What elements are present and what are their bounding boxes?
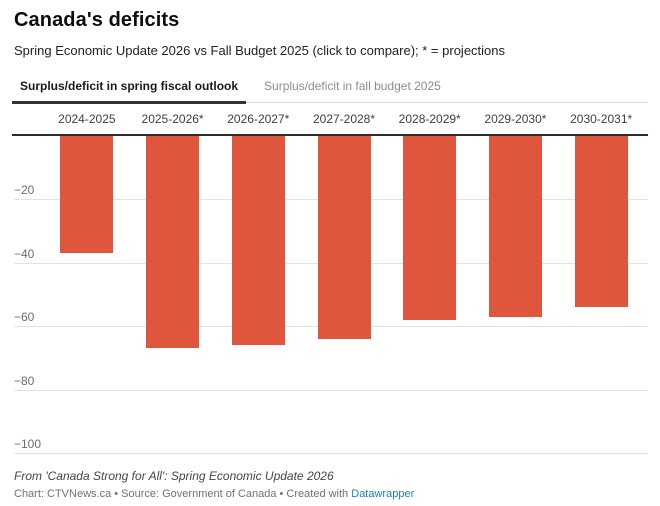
y-axis-label-100: −100	[14, 437, 46, 451]
x-axis-label-2029-2030: 2029-2030*	[484, 112, 547, 126]
y-axis-label-20: −20	[14, 183, 39, 197]
bar-2027-2028[interactable]	[317, 136, 371, 339]
attribution-text: Chart: CTVNews.ca • Source: Government o…	[14, 488, 352, 500]
plot-area: −20 −40 −60 −80 −100	[12, 136, 648, 454]
page-title: Canada's deficits	[14, 9, 180, 31]
tab-fall-budget-2025[interactable]: Surplus/deficit in fall budget 2025	[264, 79, 441, 93]
bar-2030-2031[interactable]	[574, 136, 628, 307]
bar-chart: 2024-2025 2025-2026* 2026-2027* 2027-2028* 2…	[12, 111, 648, 454]
y-axis-label-60: −60	[14, 310, 39, 324]
y-axis-label-80: −80	[14, 374, 39, 388]
x-axis-label-2026-2027: 2026-2027*	[227, 112, 290, 126]
bar-2028-2029[interactable]	[403, 136, 457, 320]
x-axis-label-2030-2031: 2030-2031*	[570, 112, 633, 126]
x-axis-label-2025-2026: 2025-2026*	[141, 112, 204, 126]
x-axis-label-2027-2028: 2027-2028*	[312, 112, 376, 126]
bar-2024-2025[interactable]	[60, 136, 114, 253]
chart-header: Canada's deficits Spring Economic Update…	[0, 0, 660, 58]
attribution-line: Chart: CTVNews.ca • Source: Government o…	[14, 488, 646, 500]
tab-bar: Surplus/deficit in spring fiscal outlook…	[12, 72, 648, 104]
y-axis-label-40: −40	[14, 247, 39, 261]
x-axis-labels: 2024-2025 2025-2026* 2026-2027* 2027-2028* 2…	[12, 111, 648, 128]
bar-2026-2027[interactable]	[231, 136, 285, 345]
bar-2025-2026[interactable]	[146, 136, 200, 348]
tab-spring-fiscal-outlook[interactable]: Surplus/deficit in spring fiscal outlook	[12, 72, 247, 104]
x-axis-label-2024-2025: 2024-2025	[58, 112, 116, 126]
gridline-80	[14, 390, 648, 391]
bar-2029-2030[interactable]	[488, 136, 542, 317]
chart-subtitle: Spring Economic Update 2026 vs Fall Budg…	[14, 43, 506, 58]
source-note: From 'Canada Strong for All': Spring Eco…	[14, 469, 334, 483]
datawrapper-link[interactable]: Datawrapper	[351, 488, 415, 500]
chart-footer: From 'Canada Strong for All': Spring Eco…	[14, 469, 646, 500]
gridline-100	[14, 453, 648, 454]
x-axis-label-2028-2029: 2028-2029*	[398, 112, 461, 126]
